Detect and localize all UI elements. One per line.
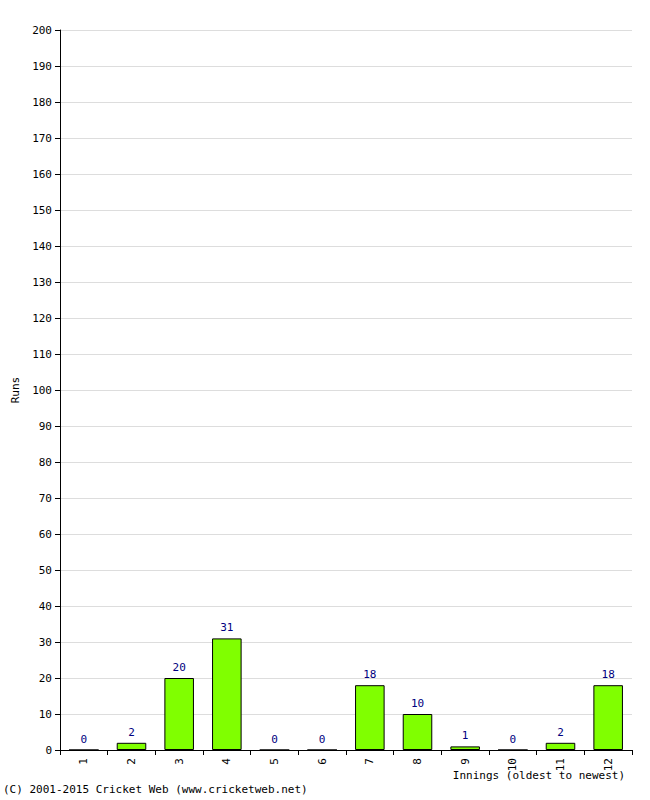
svg-text:200: 200 xyxy=(32,24,52,37)
svg-text:100: 100 xyxy=(32,384,52,397)
svg-text:Innings (oldest to newest): Innings (oldest to newest) xyxy=(453,769,625,782)
svg-text:Runs: Runs xyxy=(9,377,22,404)
svg-text:130: 130 xyxy=(32,276,52,289)
svg-text:(C) 2001-2015 Cricket Web (www: (C) 2001-2015 Cricket Web (www.cricketwe… xyxy=(3,783,308,796)
svg-text:31: 31 xyxy=(220,621,233,634)
svg-text:170: 170 xyxy=(32,132,52,145)
svg-text:0: 0 xyxy=(81,733,88,746)
svg-text:50: 50 xyxy=(39,564,52,577)
svg-text:20: 20 xyxy=(173,661,186,674)
svg-text:18: 18 xyxy=(602,668,615,681)
svg-text:8: 8 xyxy=(411,758,424,765)
svg-text:9: 9 xyxy=(459,758,472,765)
svg-text:190: 190 xyxy=(32,60,52,73)
svg-text:140: 140 xyxy=(32,240,52,253)
svg-text:40: 40 xyxy=(39,600,52,613)
svg-text:60: 60 xyxy=(39,528,52,541)
svg-text:10: 10 xyxy=(411,697,424,710)
svg-text:5: 5 xyxy=(268,758,281,765)
svg-text:80: 80 xyxy=(39,456,52,469)
svg-text:120: 120 xyxy=(32,312,52,325)
svg-text:0: 0 xyxy=(319,733,326,746)
svg-text:90: 90 xyxy=(39,420,52,433)
svg-text:160: 160 xyxy=(32,168,52,181)
svg-text:180: 180 xyxy=(32,96,52,109)
svg-text:11: 11 xyxy=(554,758,567,772)
svg-text:18: 18 xyxy=(363,668,376,681)
svg-text:4: 4 xyxy=(220,758,233,765)
svg-text:2: 2 xyxy=(128,726,135,739)
svg-text:2: 2 xyxy=(125,758,138,765)
svg-text:110: 110 xyxy=(32,348,52,361)
svg-text:1: 1 xyxy=(462,729,469,742)
svg-text:70: 70 xyxy=(39,492,52,505)
svg-text:0: 0 xyxy=(271,733,278,746)
svg-text:10: 10 xyxy=(39,708,52,721)
svg-text:3: 3 xyxy=(173,758,186,765)
svg-text:150: 150 xyxy=(32,204,52,217)
svg-text:10: 10 xyxy=(506,758,520,772)
svg-text:7: 7 xyxy=(363,758,376,765)
svg-text:2: 2 xyxy=(557,726,564,739)
svg-text:20: 20 xyxy=(39,672,52,685)
svg-text:1: 1 xyxy=(77,758,90,765)
svg-text:6: 6 xyxy=(316,758,329,765)
svg-text:12: 12 xyxy=(601,758,615,772)
svg-text:0: 0 xyxy=(510,733,517,746)
svg-text:0: 0 xyxy=(45,744,52,757)
svg-text:30: 30 xyxy=(39,636,52,649)
